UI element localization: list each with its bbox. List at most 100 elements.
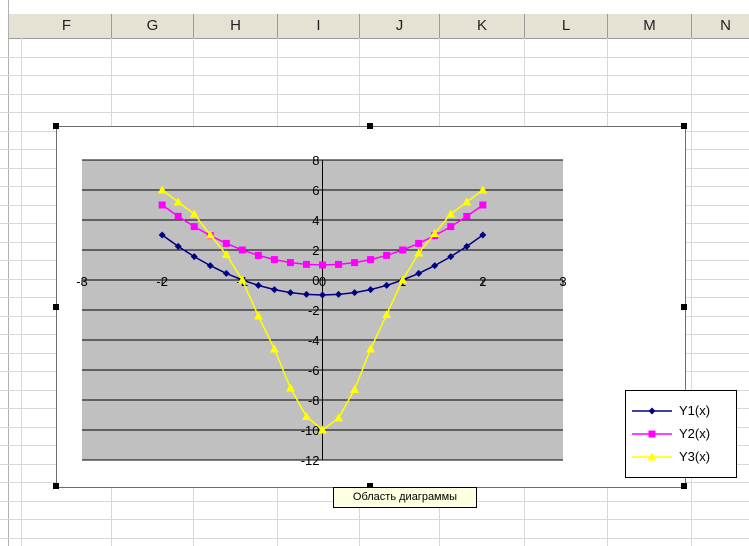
series-1-point[interactable] bbox=[222, 269, 230, 277]
column-header-h[interactable]: H bbox=[194, 14, 278, 38]
series-3-point[interactable] bbox=[285, 383, 295, 392]
resize-handle-top-left[interactable] bbox=[53, 123, 59, 129]
legend-swatch-icon bbox=[632, 430, 672, 438]
series-1-point[interactable] bbox=[158, 231, 166, 239]
series-2-point[interactable] bbox=[479, 201, 487, 209]
series-2-point[interactable] bbox=[319, 261, 326, 269]
series-3-point[interactable] bbox=[173, 197, 183, 206]
series-3-point[interactable] bbox=[366, 344, 376, 353]
series-3-point[interactable] bbox=[301, 412, 311, 420]
series-3-point[interactable] bbox=[318, 425, 327, 434]
column-header-g[interactable]: G bbox=[112, 14, 194, 38]
series-3-point[interactable] bbox=[253, 311, 263, 320]
x-tick-label: -2 bbox=[156, 274, 168, 289]
y-tick-label: 4 bbox=[312, 213, 319, 228]
series-3-point[interactable] bbox=[414, 248, 424, 257]
series-2-point[interactable] bbox=[238, 246, 246, 254]
series-3-point[interactable] bbox=[382, 310, 392, 318]
series-1-point[interactable] bbox=[463, 242, 471, 250]
series-1-point[interactable] bbox=[383, 281, 391, 289]
series-3-point[interactable] bbox=[157, 185, 167, 194]
y-tick-label: 2 bbox=[312, 243, 319, 258]
column-header-i[interactable]: I bbox=[278, 14, 360, 38]
series-1-point[interactable] bbox=[431, 262, 439, 270]
series-1-point[interactable] bbox=[254, 281, 262, 289]
chart-area-tooltip: Область диаграммы bbox=[333, 487, 477, 508]
series-1-point[interactable] bbox=[174, 242, 182, 250]
series-1-point[interactable] bbox=[270, 286, 278, 294]
series-1-point[interactable] bbox=[479, 231, 487, 239]
series-3-point[interactable] bbox=[462, 197, 472, 206]
column-header-j[interactable]: J bbox=[360, 14, 440, 38]
legend-item-2[interactable]: Y2(x) bbox=[626, 423, 736, 445]
series-2-point[interactable] bbox=[367, 256, 375, 264]
series-2-point[interactable] bbox=[222, 239, 230, 247]
column-header-k[interactable]: K bbox=[440, 14, 525, 38]
y-tick-label: -12 bbox=[301, 453, 320, 468]
resize-handle-bottom-middle[interactable] bbox=[367, 483, 373, 489]
series-2-point[interactable] bbox=[463, 212, 471, 220]
legend-item-3[interactable]: Y3(x) bbox=[626, 446, 736, 468]
column-header-n[interactable]: N bbox=[692, 14, 749, 38]
series-3-point[interactable] bbox=[350, 385, 360, 393]
resize-handle-top-middle[interactable] bbox=[367, 123, 373, 129]
series-2-point[interactable] bbox=[447, 223, 455, 231]
series-2-point[interactable] bbox=[415, 239, 423, 247]
series-2-point[interactable] bbox=[399, 246, 407, 254]
resize-handle-middle-left[interactable] bbox=[53, 304, 59, 310]
series-2-point[interactable] bbox=[190, 223, 198, 231]
series-3-point[interactable] bbox=[205, 230, 215, 239]
series-1-point[interactable] bbox=[335, 290, 343, 298]
series-2-point[interactable] bbox=[383, 251, 391, 259]
x-tick-label: 2 bbox=[479, 274, 486, 289]
series-2-point[interactable] bbox=[254, 251, 262, 259]
y-tick-label: -6 bbox=[308, 363, 320, 378]
series-1-point[interactable] bbox=[286, 289, 294, 297]
series-2-point[interactable] bbox=[335, 260, 343, 268]
series-3-point[interactable] bbox=[334, 413, 344, 422]
series-3-point[interactable] bbox=[446, 209, 456, 218]
series-2-point[interactable] bbox=[174, 212, 182, 220]
column-header-m[interactable]: M bbox=[608, 14, 692, 38]
series-1-point[interactable] bbox=[206, 262, 214, 270]
resize-handle-middle-right[interactable] bbox=[681, 304, 687, 310]
resize-handle-bottom-right[interactable] bbox=[681, 483, 687, 489]
series-2-point[interactable] bbox=[302, 260, 310, 268]
series-2-point[interactable] bbox=[286, 259, 294, 267]
series-3-point[interactable] bbox=[189, 209, 199, 218]
column-header-l[interactable]: L bbox=[525, 14, 608, 38]
series-3-point[interactable] bbox=[237, 275, 247, 284]
column-header-f[interactable]: F bbox=[22, 14, 112, 38]
series-1-point[interactable] bbox=[447, 253, 455, 261]
series-3-point[interactable] bbox=[430, 229, 440, 237]
legend-swatch-icon bbox=[632, 407, 672, 415]
series-2-point[interactable] bbox=[158, 201, 166, 209]
series-1-point[interactable] bbox=[302, 290, 310, 298]
series-1-point[interactable] bbox=[319, 291, 326, 299]
resize-handle-bottom-left[interactable] bbox=[53, 483, 59, 489]
series-3-point[interactable] bbox=[269, 344, 279, 353]
series-2-point[interactable] bbox=[351, 259, 359, 267]
series-1-point[interactable] bbox=[351, 289, 359, 297]
y-tick-label: 0 bbox=[312, 273, 319, 288]
grid-row-line bbox=[0, 94, 749, 95]
resize-handle-top-right[interactable] bbox=[681, 123, 687, 129]
series-1-point[interactable] bbox=[190, 253, 198, 261]
x-tick-label: -3 bbox=[76, 274, 88, 289]
legend-label: Y2(x) bbox=[679, 426, 711, 441]
series-3-point[interactable] bbox=[398, 275, 408, 284]
legend-item-1[interactable]: Y1(x) bbox=[626, 400, 736, 422]
grid-row-line bbox=[0, 57, 749, 58]
series-1-point[interactable] bbox=[415, 269, 423, 277]
y-tick-label: -2 bbox=[308, 303, 320, 318]
x-tick-label: 3 bbox=[559, 274, 566, 289]
series-3-point[interactable] bbox=[221, 250, 231, 258]
chart-legend[interactable]: Y1(x) Y2(x) Y3(x) bbox=[625, 390, 737, 478]
series-3-point[interactable] bbox=[478, 185, 488, 194]
series-2-point[interactable] bbox=[270, 256, 278, 264]
series-1-point[interactable] bbox=[367, 286, 375, 294]
x-tick-label: 0 bbox=[319, 274, 326, 289]
